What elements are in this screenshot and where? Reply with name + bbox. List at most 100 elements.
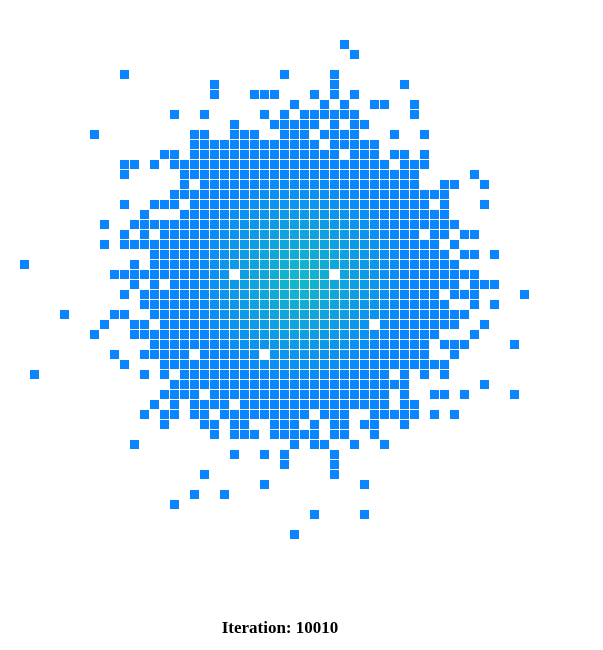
cluster-cell	[300, 370, 309, 379]
cluster-cell	[200, 370, 209, 379]
cluster-cell	[330, 230, 339, 239]
cluster-cell	[350, 180, 359, 189]
cluster-cell	[230, 370, 239, 379]
cluster-cell	[430, 310, 439, 319]
cluster-cell	[320, 300, 329, 309]
cluster-cell	[490, 280, 499, 289]
cluster-cell	[340, 310, 349, 319]
cluster-cell	[360, 280, 369, 289]
cluster-cell	[300, 240, 309, 249]
cluster-cell	[250, 380, 259, 389]
cluster-cell	[330, 350, 339, 359]
cluster-cell	[250, 310, 259, 319]
cluster-cell	[330, 330, 339, 339]
cluster-cell	[370, 200, 379, 209]
cluster-cell	[410, 190, 419, 199]
cluster-cell	[170, 160, 179, 169]
cluster-cell	[260, 180, 269, 189]
cluster-cell	[280, 430, 289, 439]
cluster-cell	[350, 300, 359, 309]
cluster-cell	[270, 380, 279, 389]
cluster-cell	[280, 360, 289, 369]
cluster-cell	[460, 230, 469, 239]
cluster-cell	[270, 210, 279, 219]
cluster-cell	[210, 430, 219, 439]
cluster-cell	[190, 370, 199, 379]
cluster-cell	[260, 210, 269, 219]
cluster-cell	[290, 440, 299, 449]
cluster-cell	[200, 410, 209, 419]
cluster-cell	[300, 110, 309, 119]
cluster-cell	[350, 310, 359, 319]
cluster-cell	[260, 220, 269, 229]
cluster-cell	[390, 330, 399, 339]
cluster-cell	[350, 110, 359, 119]
cluster-cell	[350, 150, 359, 159]
cluster-cell	[120, 360, 129, 369]
cluster-cell	[260, 230, 269, 239]
cluster-cell	[170, 340, 179, 349]
cluster-cell	[370, 400, 379, 409]
cluster-cell	[250, 230, 259, 239]
cluster-cell	[190, 240, 199, 249]
cluster-cell	[330, 110, 339, 119]
cluster-cell	[150, 290, 159, 299]
cluster-cell	[230, 360, 239, 369]
cluster-cell	[260, 270, 269, 279]
cluster-cell	[160, 150, 169, 159]
cluster-cell	[230, 280, 239, 289]
cluster-cell	[210, 360, 219, 369]
cluster-cell	[310, 340, 319, 349]
cluster-cell	[270, 150, 279, 159]
cluster-cell	[210, 180, 219, 189]
cluster-cell	[130, 440, 139, 449]
cluster-cell	[280, 310, 289, 319]
cluster-cell	[410, 340, 419, 349]
cluster-cell	[400, 280, 409, 289]
cluster-cell	[360, 220, 369, 229]
cluster-cell	[320, 400, 329, 409]
cluster-cell	[300, 190, 309, 199]
cluster-cell	[410, 230, 419, 239]
cluster-cell	[400, 410, 409, 419]
cluster-cell	[190, 380, 199, 389]
cluster-cell	[310, 240, 319, 249]
cluster-cell	[360, 200, 369, 209]
cluster-cell	[250, 280, 259, 289]
cluster-cell	[170, 300, 179, 309]
cluster-cell	[450, 320, 459, 329]
cluster-cell	[330, 160, 339, 169]
cluster-cell	[180, 230, 189, 239]
cluster-cell	[430, 330, 439, 339]
cluster-cell	[440, 210, 449, 219]
cluster-cell	[310, 400, 319, 409]
cluster-cell	[350, 350, 359, 359]
cluster-cell	[270, 310, 279, 319]
cluster-cell	[230, 250, 239, 259]
cluster-cell	[210, 320, 219, 329]
cluster-cell	[410, 290, 419, 299]
cluster-cell	[170, 110, 179, 119]
cluster-cell	[330, 140, 339, 149]
cluster-cell	[280, 450, 289, 459]
cluster-cell	[410, 200, 419, 209]
cluster-cell	[190, 190, 199, 199]
cluster-cell	[370, 250, 379, 259]
cluster-cell	[330, 320, 339, 329]
cluster-cell	[230, 120, 239, 129]
cluster-cell	[320, 330, 329, 339]
cluster-cell	[130, 160, 139, 169]
cluster-cell	[310, 200, 319, 209]
cluster-cell	[180, 370, 189, 379]
cluster-cell	[360, 380, 369, 389]
cluster-cell	[240, 220, 249, 229]
cluster-cell	[310, 420, 319, 429]
cluster-cell	[210, 200, 219, 209]
cluster-cell	[200, 190, 209, 199]
cluster-cell	[260, 300, 269, 309]
cluster-cell	[250, 300, 259, 309]
cluster-cell	[160, 270, 169, 279]
cluster-cell	[360, 260, 369, 269]
cluster-cell	[260, 240, 269, 249]
cluster-cell	[160, 220, 169, 229]
